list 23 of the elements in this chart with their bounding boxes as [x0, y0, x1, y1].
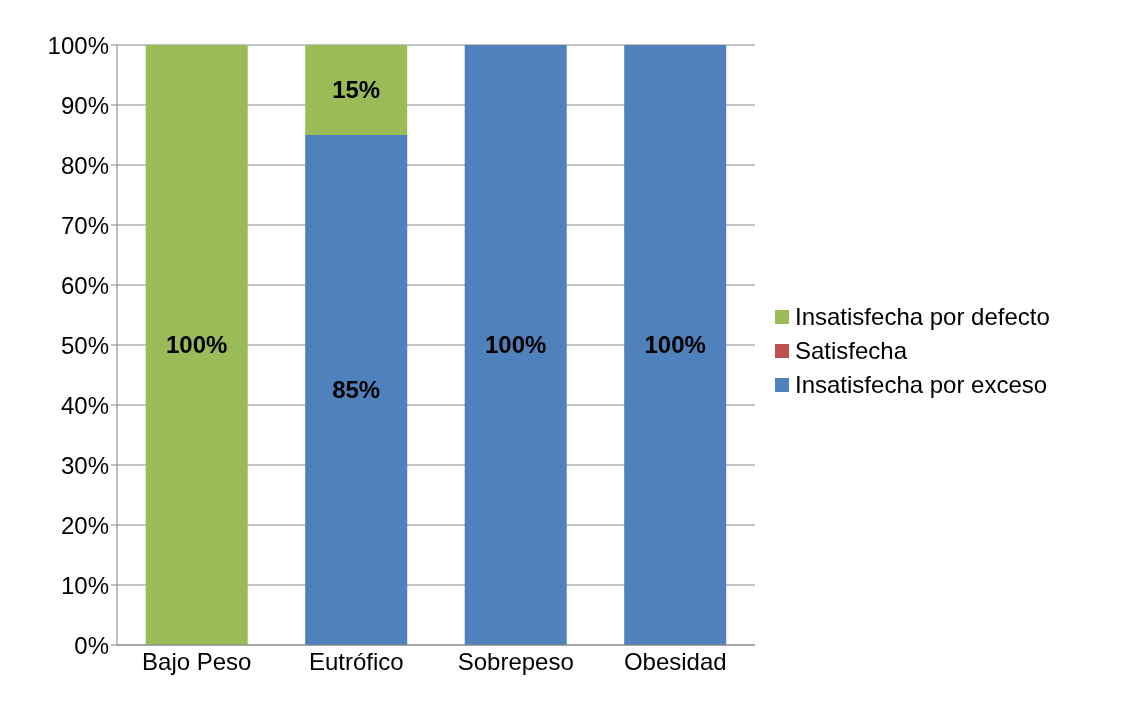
- y-tick-label: 30%: [60, 451, 109, 479]
- y-tick-label: 50%: [60, 331, 109, 359]
- x-tick-label: Bajo Peso: [142, 648, 252, 676]
- y-tick-label: 20%: [60, 511, 109, 539]
- y-tick-label: 90%: [60, 91, 109, 119]
- y-tick-label: 10%: [60, 571, 109, 599]
- y-tick-label: 100%: [47, 31, 109, 59]
- legend-label: Satisfecha: [795, 337, 908, 365]
- y-tick-label: 40%: [60, 391, 109, 419]
- data-label: 15%: [332, 76, 381, 103]
- x-tick-label: Sobrepeso: [457, 648, 574, 676]
- x-tick-label: Eutrófico: [308, 648, 404, 676]
- y-tick-label: 80%: [60, 151, 109, 179]
- data-label: 100%: [166, 331, 228, 358]
- y-tick-label: 0%: [74, 631, 109, 659]
- y-tick-label: 70%: [60, 211, 109, 239]
- data-label: 85%: [332, 376, 381, 403]
- legend-label: Insatisfecha por exceso: [795, 371, 1048, 399]
- x-tick-label: Obesidad: [623, 648, 727, 676]
- data-label: 100%: [485, 331, 547, 358]
- legend-label: Insatisfecha por defecto: [795, 303, 1050, 331]
- data-label: 100%: [644, 331, 706, 358]
- y-tick-label: 60%: [60, 271, 109, 299]
